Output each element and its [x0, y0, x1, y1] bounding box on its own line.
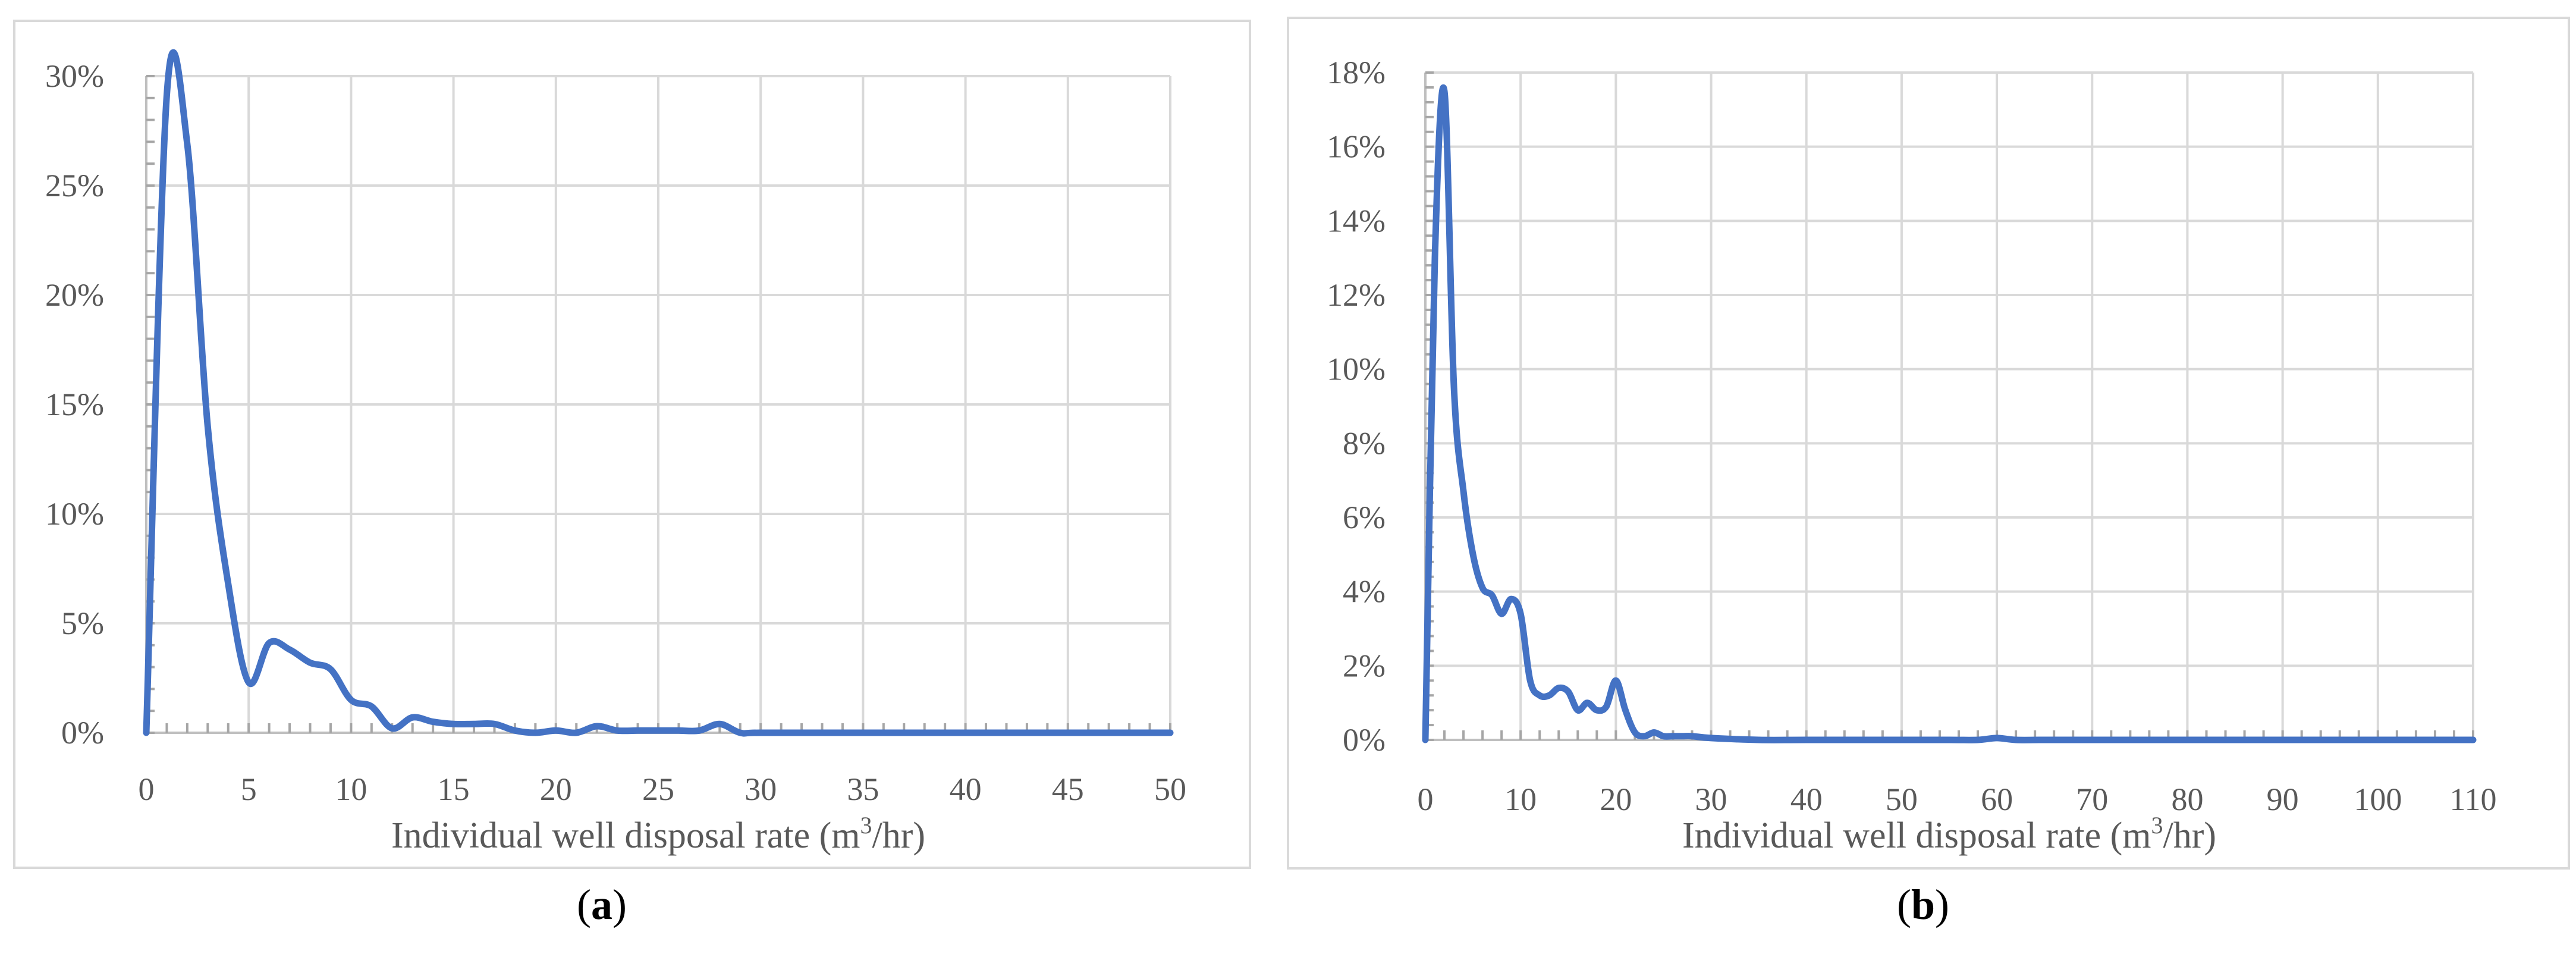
y-tick-label: 4% — [1343, 574, 1386, 610]
y-tick-label: 8% — [1343, 425, 1386, 461]
x-axis-title-main: Individual well disposal rate (m — [391, 815, 860, 856]
x-tick-label: 50 — [1886, 782, 1918, 817]
x-tick-label: 40 — [950, 771, 982, 807]
y-tick-label: 2% — [1343, 648, 1386, 683]
x-tick-label: 40 — [1790, 782, 1823, 817]
x-tick-label: 60 — [1981, 782, 2013, 817]
y-tick-label: 0% — [61, 715, 104, 751]
x-tick-label: 25 — [642, 771, 674, 807]
y-tick-label: 20% — [45, 277, 104, 313]
y-tick-label: 5% — [61, 605, 104, 641]
x-tick-label: 35 — [847, 771, 879, 807]
y-tick-label: 6% — [1343, 500, 1386, 535]
x-tick-label: 70 — [2076, 782, 2108, 817]
x-axis-title-sup: 3 — [860, 812, 872, 839]
x-tick-label: 100 — [2354, 782, 2402, 817]
x-tick-label: 45 — [1052, 771, 1084, 807]
x-axis-title-a: Individual well disposal rate (m3/hr) — [391, 812, 925, 856]
grid-a — [145, 75, 1171, 734]
x-tick-label: 80 — [2171, 782, 2203, 817]
x-tick-label: 20 — [540, 771, 572, 807]
x-tick-label: 5 — [241, 771, 257, 807]
y-tick-label: 18% — [1327, 55, 1386, 90]
series-line-b — [1422, 84, 2477, 743]
x-tick-label: 10 — [335, 771, 367, 807]
minor-ticks-b — [1424, 71, 2474, 741]
y-tick-label: 15% — [45, 387, 104, 422]
x-axis-title-b: Individual well disposal rate (m3/hr) — [1682, 812, 2216, 856]
x-tick-label: 0 — [1418, 782, 1434, 817]
x-tick-label: 110 — [2450, 782, 2497, 817]
grid-b — [1424, 71, 2474, 741]
x-axis-title-tail: /hr) — [872, 815, 926, 856]
x-tick-label: 90 — [2267, 782, 2299, 817]
panel-label-a: (a) — [577, 881, 627, 928]
x-tick-label: 30 — [744, 771, 777, 807]
y-tick-label: 10% — [45, 496, 104, 532]
y-tick-label: 12% — [1327, 277, 1386, 313]
x-tick-label: 10 — [1504, 782, 1537, 817]
panel-label-b: (b) — [1897, 881, 1950, 928]
x-tick-label: 0 — [139, 771, 155, 807]
x-tick-label: 15 — [438, 771, 470, 807]
y-tick-label: 30% — [45, 58, 104, 94]
series-line-a — [143, 49, 1174, 737]
x-tick-label: 50 — [1154, 771, 1186, 807]
y-tick-label: 14% — [1327, 203, 1386, 238]
x-axis-title-tail: /hr) — [2163, 815, 2217, 856]
x-axis-title-main: Individual well disposal rate (m — [1682, 815, 2151, 856]
y-tick-label: 10% — [1327, 352, 1386, 387]
x-axis-title-sup: 3 — [2151, 812, 2163, 839]
x-tick-label: 30 — [1695, 782, 1727, 817]
y-tick-label: 0% — [1343, 722, 1386, 758]
y-tick-label: 16% — [1327, 129, 1386, 165]
x-tick-label: 20 — [1600, 782, 1632, 817]
y-tick-label: 25% — [45, 168, 104, 203]
